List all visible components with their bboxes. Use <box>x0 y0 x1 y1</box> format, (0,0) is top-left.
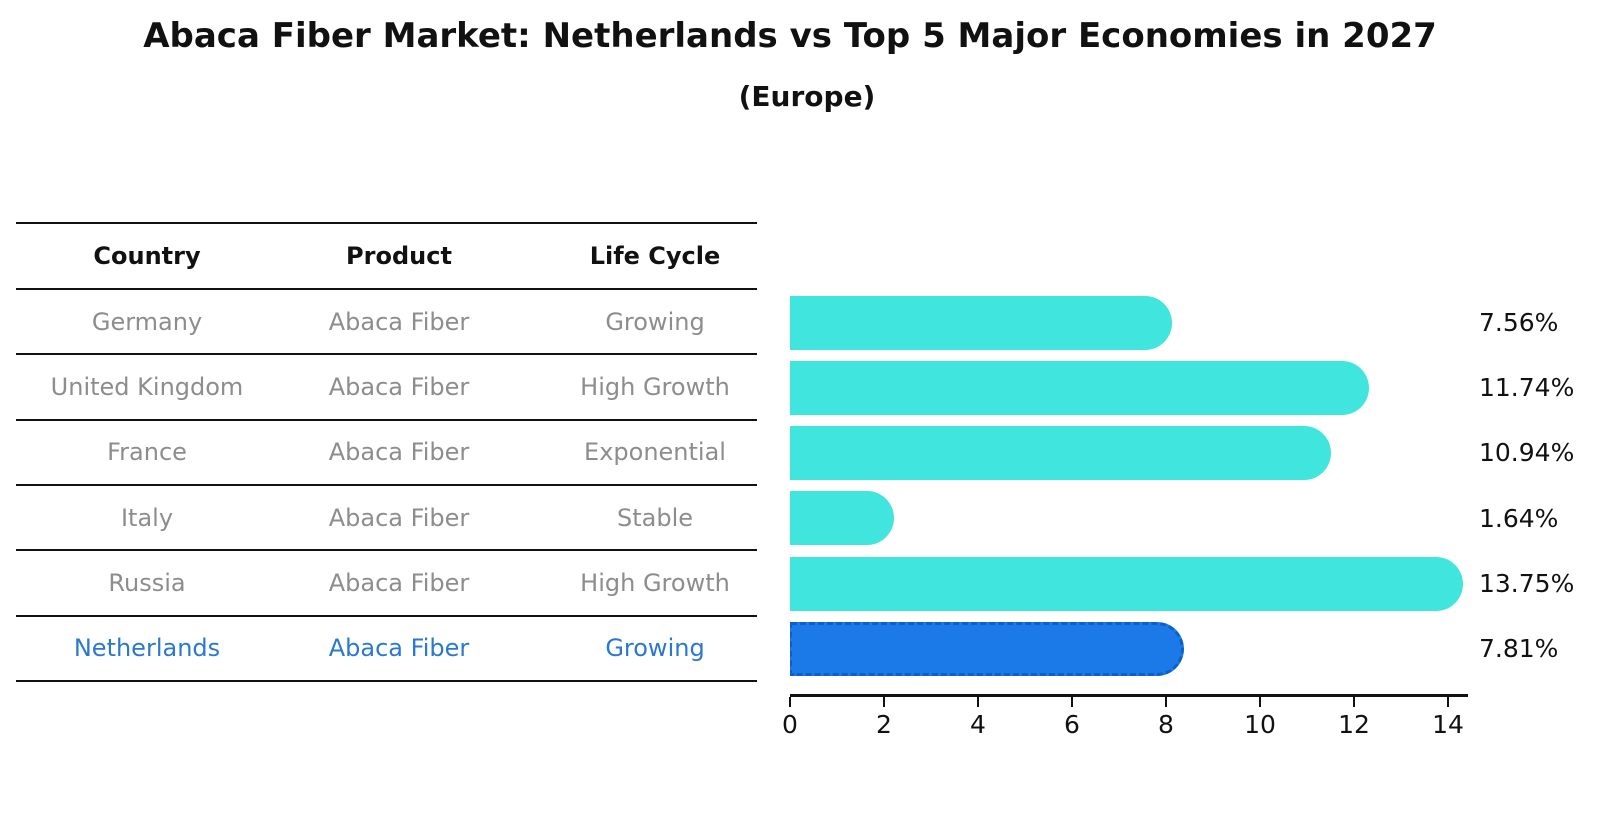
table-header-country: Country <box>93 242 201 270</box>
chart-title: Abaca Fiber Market: Netherlands vs Top 5… <box>143 16 1437 56</box>
bar-value-label: 7.81% <box>1479 634 1559 664</box>
x-tick-label: 10 <box>1244 710 1276 739</box>
x-tick <box>1165 697 1167 707</box>
bar-france <box>790 426 1332 481</box>
table-cell-product: Abaca Fiber <box>328 438 470 467</box>
bar-value-label: 1.64% <box>1479 503 1559 533</box>
x-tick-label: 0 <box>782 710 798 739</box>
table-row-germany: Germany Abaca Fiber Growing <box>16 290 757 356</box>
x-tick-label: 12 <box>1338 710 1370 739</box>
country-table: Country Product Life Cycle Germany Abaca … <box>16 222 757 682</box>
x-tick-label: 2 <box>876 710 892 739</box>
x-tick-label: 14 <box>1432 710 1464 739</box>
x-axis-line <box>790 694 1468 697</box>
table-cell-country: Russia <box>108 568 186 597</box>
table-body: Germany Abaca Fiber Growing United Kingdom A… <box>16 290 757 682</box>
bar-value-label: 11.74% <box>1479 372 1575 402</box>
x-tick <box>1071 697 1073 707</box>
table-row-netherlands: Netherlands Abaca Fiber Growing <box>16 617 757 682</box>
x-tick-label: 4 <box>970 710 986 739</box>
table-cell-product: Abaca Fiber <box>328 634 470 663</box>
table-cell-country: Netherlands <box>73 634 221 663</box>
table-row-united-kingdom: United Kingdom Abaca Fiber High Growth <box>16 355 757 421</box>
table-cell-product: Abaca Fiber <box>328 372 470 401</box>
x-tick-label: 6 <box>1064 710 1080 739</box>
table-cell-life-cycle: Growing <box>605 634 705 663</box>
table-cell-product: Abaca Fiber <box>328 568 470 597</box>
bar-united-kingdom <box>790 360 1369 415</box>
bar-netherlands <box>790 622 1185 677</box>
bar-value-label: 13.75% <box>1479 568 1575 598</box>
table-row-russia: Russia Abaca Fiber High Growth <box>16 551 757 617</box>
table-row-france: France Abaca Fiber Exponential <box>16 421 757 486</box>
table-cell-life-cycle: Exponential <box>584 438 726 467</box>
x-tick <box>1447 697 1449 707</box>
x-tick <box>789 697 791 707</box>
table-header-row: Country Product Life Cycle <box>16 224 757 290</box>
table-header-product: Product <box>346 242 452 270</box>
x-tick <box>1353 697 1355 707</box>
bar-russia <box>790 556 1464 611</box>
table-cell-country: United Kingdom <box>50 372 244 401</box>
table-header-life-cycle: Life Cycle <box>589 242 721 270</box>
table-cell-product: Abaca Fiber <box>328 503 470 532</box>
table-row-italy: Italy Abaca Fiber Stable <box>16 486 757 552</box>
table-cell-country: France <box>107 438 187 467</box>
chart-subtitle: (Europe) <box>738 80 876 113</box>
bar-germany <box>790 295 1173 350</box>
bar-italy <box>790 491 895 546</box>
table-cell-life-cycle: Stable <box>616 503 694 532</box>
x-tick <box>883 697 885 707</box>
bar-value-label: 10.94% <box>1479 438 1575 468</box>
x-tick <box>1259 697 1261 707</box>
table-cell-country: Germany <box>91 307 203 336</box>
table-cell-life-cycle: High Growth <box>580 372 730 401</box>
table-cell-life-cycle: High Growth <box>580 568 730 597</box>
table-cell-product: Abaca Fiber <box>328 307 470 336</box>
x-tick <box>977 697 979 707</box>
bar-value-label: 7.56% <box>1479 307 1559 337</box>
table-cell-country: Italy <box>120 503 174 532</box>
table-cell-life-cycle: Growing <box>605 307 705 336</box>
x-tick-label: 8 <box>1158 710 1174 739</box>
